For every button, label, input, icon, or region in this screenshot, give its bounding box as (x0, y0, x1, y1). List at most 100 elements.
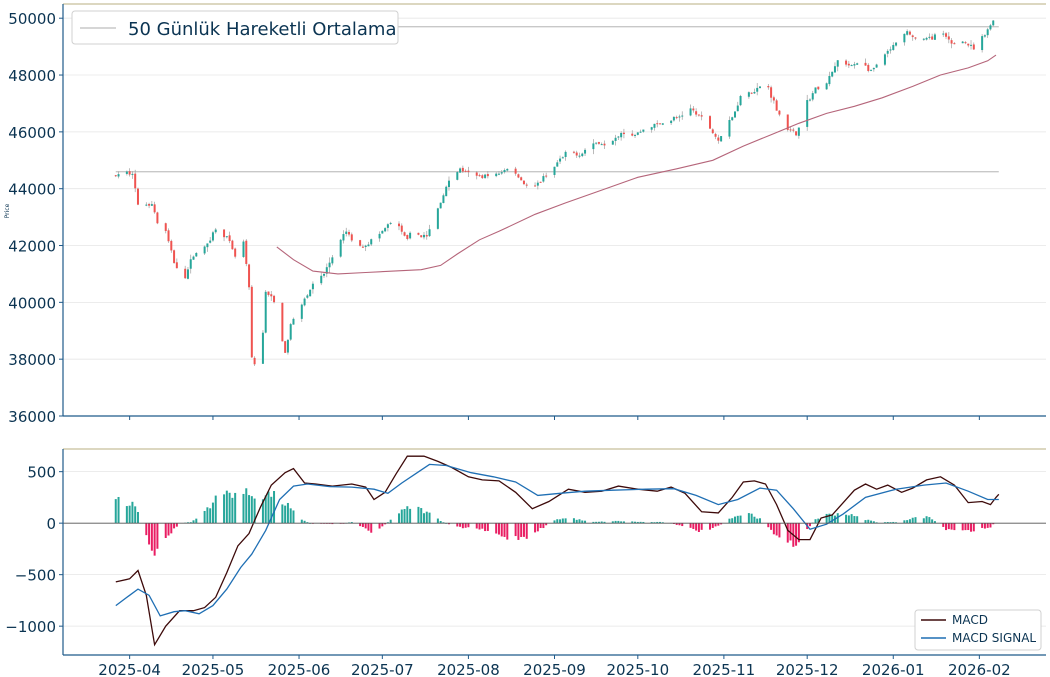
histogram-bar (400, 509, 403, 524)
candle-body (653, 123, 656, 128)
histogram-bar (584, 520, 587, 524)
histogram-bar (359, 523, 362, 527)
candle-body (611, 140, 614, 145)
candle-body (309, 289, 312, 297)
candle-body (481, 175, 484, 179)
histogram-bar (467, 523, 470, 528)
candle-body (911, 35, 914, 38)
candle-body (150, 204, 153, 206)
candle-body (895, 42, 898, 46)
candle-body (286, 339, 289, 353)
legend-label-signal: MACD SIGNAL (952, 631, 1036, 645)
candle-body (367, 244, 370, 247)
candle-body (689, 108, 692, 116)
candle-body (617, 136, 620, 138)
candle-body (506, 168, 509, 171)
candle-body (386, 224, 389, 228)
histogram-bar (711, 523, 714, 528)
histogram-bar (622, 521, 625, 524)
candle-body (747, 92, 750, 97)
candle-body (833, 66, 836, 73)
histogram-bar (267, 491, 270, 524)
candle-body (525, 184, 528, 186)
candle-body (520, 177, 523, 181)
price-horizontal-lines (115, 26, 999, 173)
candlestick-series (114, 20, 995, 367)
histogram-bar (739, 515, 742, 524)
histogram-bar (384, 523, 387, 525)
histogram-bar (675, 523, 678, 525)
candle-body (709, 116, 712, 129)
candle-body (786, 114, 789, 130)
candle-body (203, 246, 206, 254)
candle-body (872, 67, 875, 70)
histogram-bar (981, 523, 984, 528)
candle-body (281, 302, 284, 342)
histogram-bar (828, 513, 831, 524)
candle-body (214, 229, 217, 233)
candle-body (461, 167, 464, 172)
histogram-bar (778, 523, 781, 538)
histogram-bar (253, 498, 256, 524)
candle-body (439, 202, 442, 209)
histogram-bar (378, 523, 381, 529)
histogram-bar (636, 521, 639, 524)
macd-y-tick-label: −1000 (5, 618, 56, 636)
histogram-bar (614, 520, 617, 524)
candle-body (828, 75, 831, 85)
candle-body (192, 256, 195, 260)
candle-body (964, 42, 967, 44)
candle-body (564, 151, 567, 158)
histogram-bar (495, 523, 498, 534)
candle-body (797, 127, 800, 136)
histogram-bar (117, 496, 120, 524)
histogram-bar (125, 506, 128, 524)
candle-body (136, 188, 139, 205)
histogram-bar (459, 523, 462, 527)
histogram-bar (681, 523, 684, 527)
candle-body (989, 25, 992, 30)
candle-body (814, 87, 817, 94)
histogram-bar (864, 520, 867, 524)
histogram-bar (770, 523, 773, 530)
histogram-bar (506, 523, 509, 540)
candle-body (817, 86, 820, 90)
candle-body (361, 246, 364, 248)
candle-body (631, 133, 634, 136)
candle-body (445, 186, 448, 197)
candle-body (417, 232, 420, 235)
candle-body (311, 283, 314, 290)
candle-body (325, 267, 328, 274)
candle-body (542, 176, 545, 182)
candle-body (983, 35, 986, 37)
histogram-bar (928, 517, 931, 524)
histogram-bar (634, 521, 637, 524)
histogram-bar (145, 523, 148, 536)
histogram-bar (889, 522, 892, 524)
histogram-bar (250, 496, 253, 524)
histogram-bar (397, 513, 400, 524)
candle-body (772, 97, 775, 101)
candle-body (697, 114, 700, 116)
histogram-bar (370, 523, 373, 533)
histogram-bar (847, 515, 850, 524)
histogram-bar (659, 521, 662, 524)
histogram-bar (206, 507, 209, 524)
candle-body (284, 341, 287, 353)
histogram-bar (245, 488, 248, 524)
histogram-bar (720, 523, 723, 525)
candle-body (186, 269, 189, 279)
candle-body (175, 262, 178, 269)
candle-body (825, 83, 828, 90)
histogram-bar (642, 521, 645, 524)
candle-body (992, 20, 995, 26)
candle-body (634, 134, 637, 136)
candle-body (406, 234, 409, 239)
candle-body (775, 100, 778, 111)
price-y-tick-label: 50000 (8, 10, 56, 28)
candle-body (953, 43, 956, 45)
histogram-bar (892, 521, 895, 524)
histogram-bar (148, 523, 151, 545)
candle-body (131, 173, 134, 175)
candle-body (931, 36, 934, 40)
